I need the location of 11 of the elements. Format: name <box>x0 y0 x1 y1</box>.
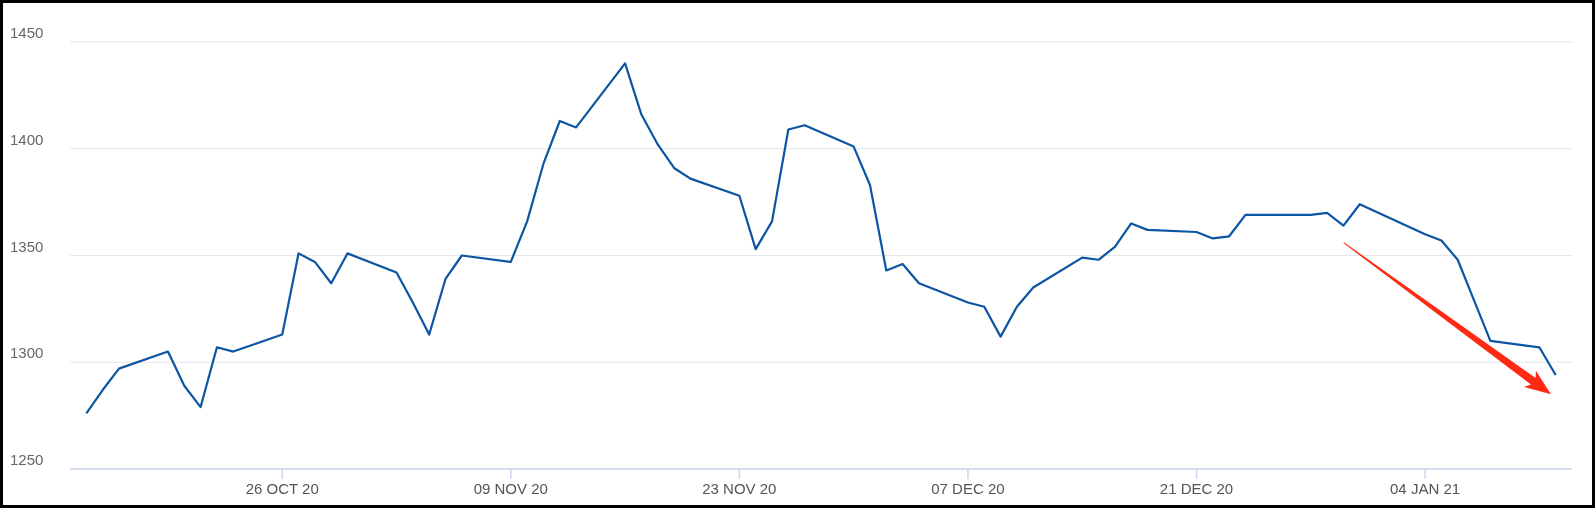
x-tick-label: 04 JAN 21 <box>1390 480 1461 497</box>
x-tick-label: 26 OCT 20 <box>245 480 319 497</box>
y-tick-label: 1400 <box>10 130 44 148</box>
y-tick-label: 1250 <box>10 451 44 468</box>
x-tick-label: 07 DEC 20 <box>931 480 1005 497</box>
x-tick-label: 09 NOV 20 <box>473 480 548 497</box>
x-tick-label: 23 NOV 20 <box>702 480 777 497</box>
y-tick-label: 1450 <box>10 24 44 41</box>
y-tick-label: 1300 <box>10 344 44 362</box>
x-tick-label: 21 DEC 20 <box>1159 480 1234 497</box>
y-tick-label: 1350 <box>10 237 44 255</box>
